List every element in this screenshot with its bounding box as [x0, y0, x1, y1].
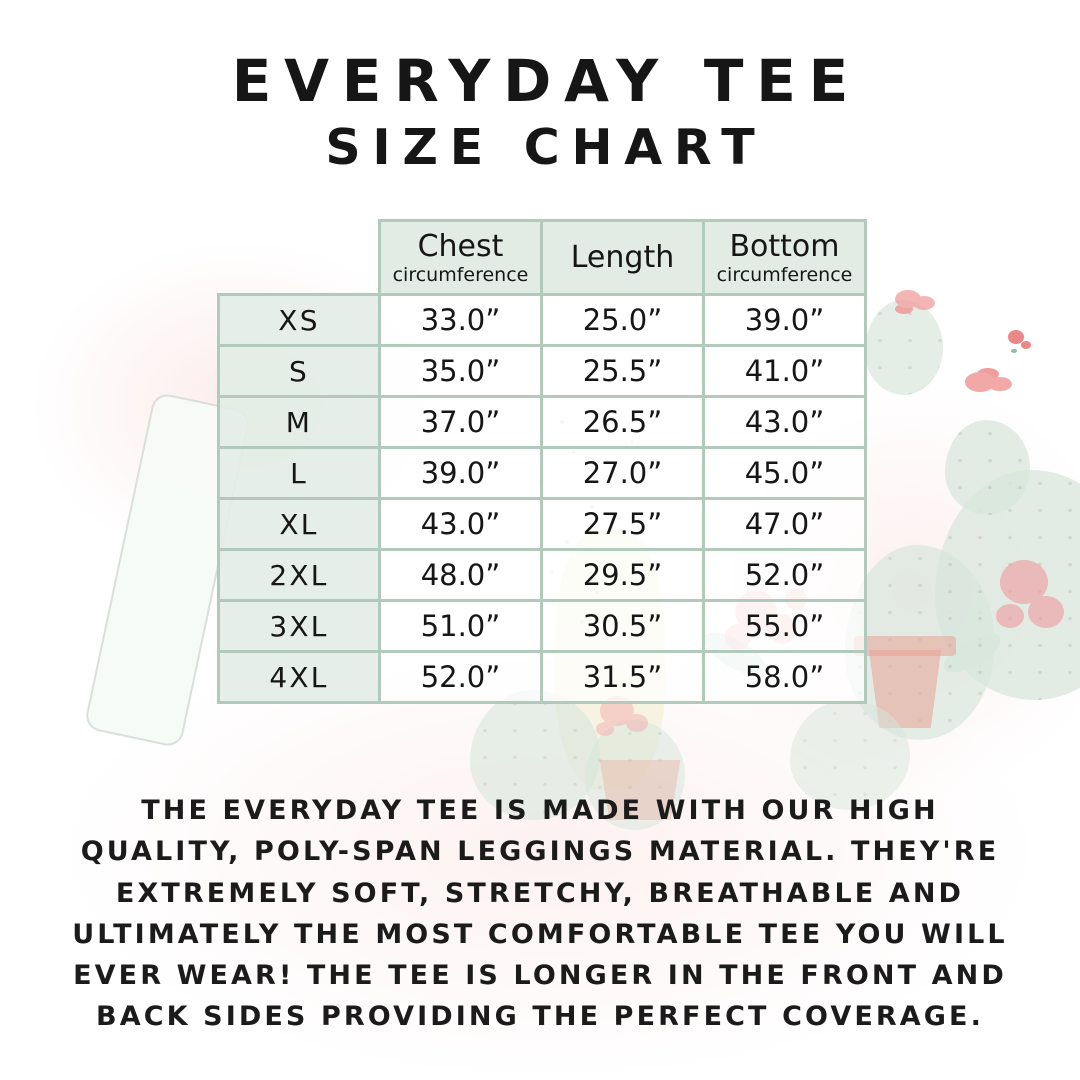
title-size-chart: SIZE CHART: [325, 118, 767, 176]
bottom-value: 41.0”: [702, 344, 867, 398]
cactus-icon: [585, 720, 685, 830]
bottom-value: 47.0”: [702, 497, 867, 551]
chest-value: 48.0”: [378, 548, 543, 602]
bottom-value: 52.0”: [702, 548, 867, 602]
length-value: 31.5”: [540, 650, 705, 704]
length-value: 25.5”: [540, 344, 705, 398]
column-header-bottom: Bottom circumference: [702, 219, 867, 296]
size-label: 3XL: [217, 599, 381, 653]
size-chart-table: Chest circumference Length Bottom circum…: [217, 219, 867, 704]
size-label: 2XL: [217, 548, 381, 602]
chest-value: 33.0”: [378, 293, 543, 347]
size-label: S: [217, 344, 381, 398]
bottom-value: 58.0”: [702, 650, 867, 704]
table-row: M 37.0” 26.5” 43.0”: [217, 395, 867, 449]
cactus-icon: [945, 420, 1030, 515]
column-header-chest: Chest circumference: [378, 219, 543, 296]
table-row: XS 33.0” 25.0” 39.0”: [217, 293, 867, 347]
title-product-name: EVERYDAY TEE: [231, 47, 861, 115]
cactus-icon: [790, 700, 910, 810]
table-row: S 35.0” 25.5” 41.0”: [217, 344, 867, 398]
cactus-icon: [865, 300, 943, 395]
bottom-value: 39.0”: [702, 293, 867, 347]
column-sublabel: circumference: [392, 263, 529, 286]
cactus-icon: [470, 690, 600, 820]
length-value: 25.0”: [540, 293, 705, 347]
chest-value: 39.0”: [378, 446, 543, 500]
bottom-value: 55.0”: [702, 599, 867, 653]
column-sublabel: circumference: [716, 263, 853, 286]
chest-value: 52.0”: [378, 650, 543, 704]
length-value: 27.0”: [540, 446, 705, 500]
page-title: EVERYDAY TEE SIZE CHART: [0, 48, 1080, 176]
chest-value: 43.0”: [378, 497, 543, 551]
product-description: THE EVERYDAY TEE IS MADE WITH OUR HIGH Q…: [72, 795, 1008, 1033]
table-row: 2XL 48.0” 29.5” 52.0”: [217, 548, 867, 602]
table-row: 4XL 52.0” 31.5” 58.0”: [217, 650, 867, 704]
pot-icon: [599, 760, 681, 820]
table-row: L 39.0” 27.0” 45.0”: [217, 446, 867, 500]
cactus-flower-icon: [965, 372, 995, 392]
size-label: M: [217, 395, 381, 449]
size-label: L: [217, 446, 381, 500]
length-value: 26.5”: [540, 395, 705, 449]
chest-value: 35.0”: [378, 344, 543, 398]
flower-icon: [1000, 560, 1048, 604]
column-label: Length: [570, 240, 675, 275]
size-label: 4XL: [217, 650, 381, 704]
size-label: XS: [217, 293, 381, 347]
table-header-row: Chest circumference Length Bottom circum…: [219, 219, 867, 296]
flower-icon: [895, 290, 921, 308]
size-label: XL: [217, 497, 381, 551]
length-value: 29.5”: [540, 548, 705, 602]
column-label: Chest: [417, 228, 504, 264]
table-row: 3XL 51.0” 30.5” 55.0”: [217, 599, 867, 653]
bottom-value: 43.0”: [702, 395, 867, 449]
column-label: Bottom: [729, 228, 840, 264]
length-value: 27.5”: [540, 497, 705, 551]
table-corner-empty: [219, 221, 380, 295]
flower-icon: [1008, 330, 1024, 344]
table-row: XL 43.0” 27.5” 47.0”: [217, 497, 867, 551]
column-header-length: Length: [540, 219, 705, 296]
length-value: 30.5”: [540, 599, 705, 653]
chest-value: 51.0”: [378, 599, 543, 653]
bottom-value: 45.0”: [702, 446, 867, 500]
chest-value: 37.0”: [378, 395, 543, 449]
